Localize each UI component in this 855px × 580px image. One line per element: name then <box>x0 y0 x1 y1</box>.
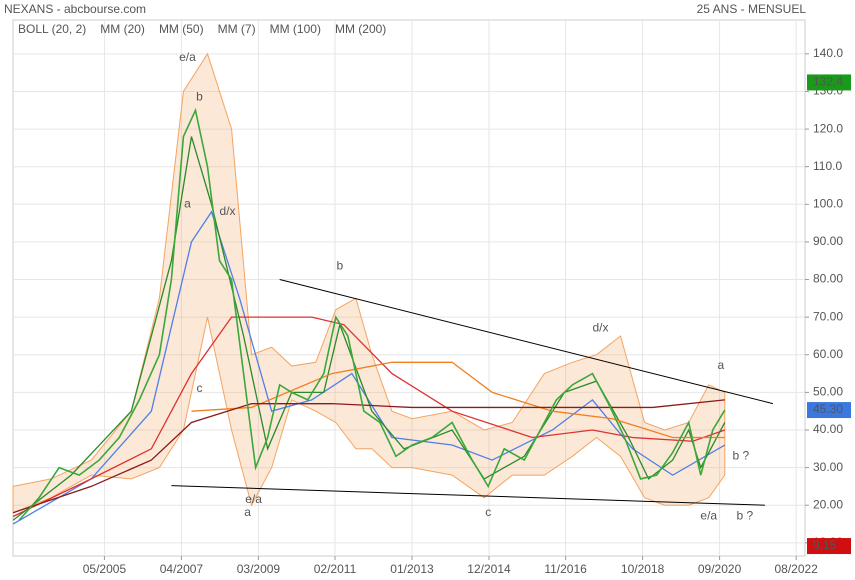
wave-label: b <box>336 259 343 273</box>
trendline <box>279 279 774 405</box>
moving-average <box>191 361 725 439</box>
price-tag <box>807 74 851 91</box>
plot-area <box>12 19 806 557</box>
y-tick-label: 120.0 <box>813 121 843 135</box>
wave-label: b ? <box>737 509 754 523</box>
moving-average <box>12 399 725 514</box>
wave-label: a <box>244 505 251 519</box>
x-tick-label: 01/2013 <box>390 562 434 576</box>
chart-subtitle: 25 ANS - MENSUEL <box>697 2 807 16</box>
x-tick-label: 03/2009 <box>237 562 281 576</box>
wave-label: e/a <box>700 509 717 523</box>
legend-entry: MM (100) <box>270 22 321 36</box>
wave-label: e/a <box>179 50 196 64</box>
y-tick-label: 20.00 <box>813 497 843 511</box>
bollinger-band <box>12 52 726 514</box>
y-tick-label: 30.00 <box>813 460 843 474</box>
legend-entry: MM (200) <box>335 22 386 36</box>
chart-title: NEXANS - abcbourse.com <box>4 2 146 16</box>
legend-entry: BOLL (20, 2) <box>18 22 86 36</box>
wave-label: e/a <box>245 492 262 506</box>
price-tag <box>807 402 851 419</box>
price-line <box>18 107 726 521</box>
price-tag-label: 132.4 <box>813 75 843 89</box>
x-tick-label: 11/2016 <box>544 562 587 576</box>
wave-label: c <box>196 381 202 395</box>
x-tick-label: 09/2020 <box>698 562 742 576</box>
x-tick-label: 10/2018 <box>621 562 665 576</box>
y-tick-label: 60.00 <box>813 347 843 361</box>
y-tick-label: 40.00 <box>813 422 843 436</box>
trendline <box>171 485 765 506</box>
wave-label: a <box>184 196 191 210</box>
wave-label: d/x <box>592 321 608 335</box>
x-tick-label: 04/2007 <box>160 562 204 576</box>
y-tick-label: 110.0 <box>813 159 842 173</box>
x-tick-label: 02/2011 <box>314 562 357 576</box>
price-tag <box>807 538 851 555</box>
y-tick-label: 80.00 <box>813 272 843 286</box>
wave-label: b ? <box>732 448 749 462</box>
y-tick-label: 140.0 <box>813 46 843 60</box>
legend-entry: MM (20) <box>100 22 145 36</box>
legend-entry: MM (50) <box>159 22 204 36</box>
y-tick-label: 100.0 <box>813 196 843 210</box>
moving-average <box>12 210 726 525</box>
y-tick-label: 50.00 <box>813 385 843 399</box>
price-tag-label: 9.15 <box>813 538 837 552</box>
moving-average <box>12 316 726 518</box>
x-tick-label: 05/2005 <box>83 562 127 576</box>
price-tag-label: 45.30 <box>813 402 843 416</box>
wave-label: d/x <box>220 204 236 218</box>
wave-label: a <box>717 358 724 372</box>
y-tick-label: 90.00 <box>813 234 843 248</box>
x-tick-label: 12/2014 <box>467 562 511 576</box>
wave-label: c <box>485 505 491 519</box>
x-tick-label: 08/2022 <box>774 562 818 576</box>
y-tick-label: 70.00 <box>813 309 843 323</box>
wave-label: b <box>196 89 203 103</box>
legend-entry: MM (7) <box>218 22 256 36</box>
